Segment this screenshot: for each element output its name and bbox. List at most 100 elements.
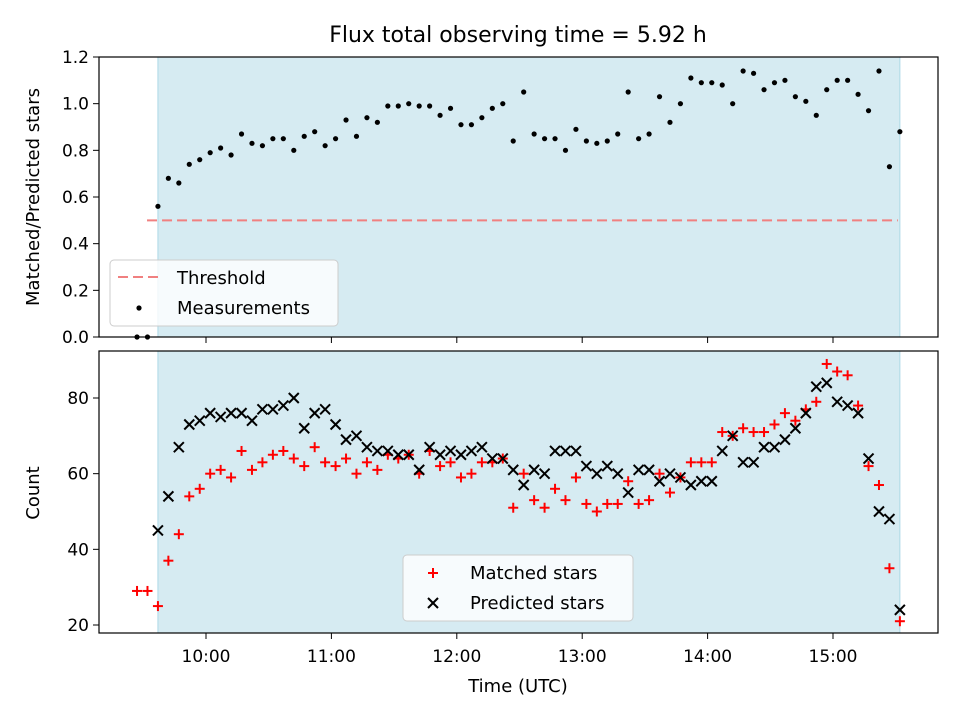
matched-point: [570, 472, 581, 483]
predicted-point: [873, 505, 885, 518]
matched-point: [173, 529, 184, 540]
ratio-y-ticks: 0.0 0.2 0.4 0.6 0.8 1.0 1.2: [62, 48, 99, 348]
predicted-point: [256, 403, 269, 416]
measurement-point: [374, 119, 380, 125]
matched-point: [246, 464, 257, 475]
matched-point: [330, 461, 341, 472]
matched-point: [205, 468, 216, 479]
matched-point: [759, 427, 770, 438]
matched-point: [769, 419, 780, 430]
measurement-point: [458, 122, 464, 128]
predicted-point: [591, 467, 603, 480]
legend-matched-label: Matched stars: [470, 563, 597, 584]
matched-point: [664, 487, 675, 498]
count-points: [132, 358, 906, 627]
predicted-point: [841, 399, 854, 412]
predicted-point: [894, 604, 906, 616]
legend-measurements-swatch: [136, 305, 142, 311]
measurement-point: [583, 138, 589, 144]
measurement-point: [709, 80, 715, 86]
measurement-point: [792, 94, 798, 100]
measurement-point: [594, 140, 600, 146]
matched-point: [560, 495, 571, 506]
count-panel-frame: [98, 350, 939, 634]
y-tick-label: 20: [67, 616, 89, 636]
predicted-point: [308, 407, 321, 419]
measurement-point: [489, 105, 495, 111]
predicted-point: [779, 433, 791, 446]
matched-point: [132, 585, 143, 596]
x-tick-label: 15:00: [809, 647, 858, 667]
x-axis-label: Time (UTC): [467, 676, 568, 697]
x-tick-label: 12:00: [432, 647, 481, 667]
measurement-point: [510, 138, 516, 144]
measurement-point: [416, 103, 422, 109]
measurement-point: [730, 101, 736, 107]
predicted-point: [434, 449, 446, 461]
predicted-point: [382, 445, 394, 457]
matched-point: [194, 483, 205, 494]
x-tick-label: 14:00: [683, 647, 732, 667]
predicted-point: [768, 441, 781, 453]
y-tick-label: 1.2: [62, 48, 89, 68]
measurement-point: [625, 89, 631, 95]
predicted-point: [340, 433, 352, 446]
measurement-point: [656, 94, 663, 100]
predicted-point: [643, 464, 655, 476]
y-tick-label: 0.4: [62, 235, 89, 255]
measurement-point: [824, 87, 830, 93]
predicted-point: [444, 445, 457, 457]
predicted-point: [392, 449, 404, 461]
predicted-point: [517, 479, 530, 491]
matched-point: [184, 491, 195, 502]
measurement-point: [385, 103, 391, 109]
measurement-point: [677, 101, 684, 107]
measurement-point: [406, 101, 412, 107]
matched-point: [445, 457, 456, 468]
measurement-point: [312, 129, 318, 135]
measurement-point: [218, 145, 224, 151]
measurement-point: [186, 161, 192, 167]
matched-point: [612, 498, 623, 509]
measurement-point: [698, 80, 704, 86]
y-tick-label: 60: [67, 465, 89, 485]
predicted-point: [862, 452, 875, 465]
predicted-point: [162, 490, 175, 503]
predicted-point: [612, 467, 624, 480]
measurement-point: [353, 133, 360, 139]
predicted-point: [559, 445, 572, 457]
predicted-point: [246, 414, 258, 427]
predicted-point: [350, 430, 363, 442]
measurement-point: [803, 98, 809, 104]
predicted-point: [298, 422, 310, 434]
predicted-point: [789, 422, 802, 434]
predicted-point: [403, 449, 415, 461]
measurement-point: [165, 175, 171, 181]
predicted-point: [570, 445, 582, 457]
predicted-point: [329, 418, 342, 431]
ratio-x-ticks: [205, 337, 834, 343]
measurement-point: [740, 68, 746, 74]
measurement-point: [332, 136, 339, 142]
matched-point: [508, 502, 519, 513]
measurement-point: [719, 82, 725, 88]
predicted-point: [465, 445, 478, 457]
predicted-point: [664, 467, 676, 480]
matched-point: [894, 616, 905, 627]
measurement-point: [562, 147, 569, 153]
measurement-point: [249, 140, 255, 146]
measurement-point: [771, 80, 778, 86]
measurement-point: [228, 152, 234, 158]
measurement-point: [395, 103, 401, 109]
measurement-point: [855, 91, 861, 97]
predicted-point: [528, 464, 540, 476]
measurement-point: [531, 131, 537, 137]
matched-point: [226, 472, 237, 483]
matched-point: [717, 427, 728, 438]
predicted-point: [173, 441, 185, 453]
measurement-point: [500, 101, 506, 107]
matched-point: [748, 427, 759, 438]
matched-point: [884, 563, 895, 574]
